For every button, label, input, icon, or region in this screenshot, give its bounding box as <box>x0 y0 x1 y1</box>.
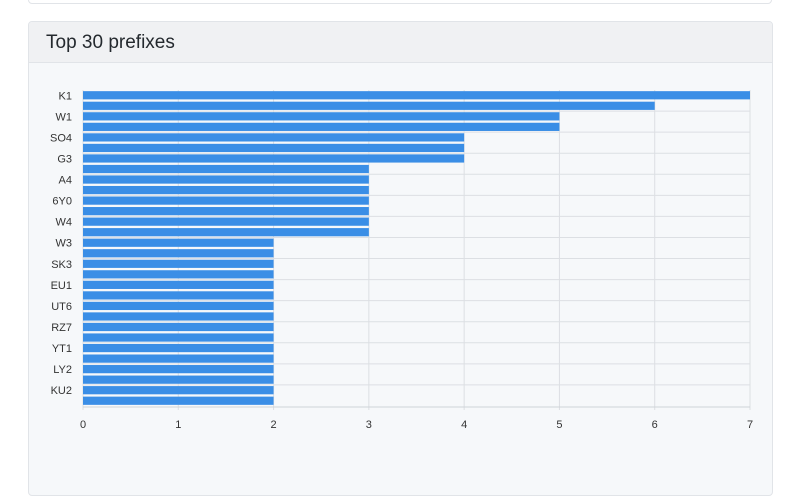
bar-20 <box>83 301 274 311</box>
bar-15 <box>83 249 274 258</box>
y-tick-label-18: EU1 <box>51 280 72 292</box>
bar-5 <box>83 143 465 153</box>
y-tick-label-16: SK3 <box>51 259 72 271</box>
bar-26 <box>83 365 274 374</box>
bar-13 <box>83 228 369 237</box>
bar-17 <box>83 270 274 279</box>
bar-6 <box>83 154 465 163</box>
y-tick-label-6: G3 <box>57 153 72 165</box>
bar-1 <box>83 101 655 110</box>
x-tick-label-3: 3 <box>366 419 372 431</box>
y-tick-label-20: UT6 <box>51 301 72 313</box>
x-tick-label-1: 1 <box>175 419 181 431</box>
bar-28 <box>83 386 274 395</box>
bar-7 <box>83 164 369 174</box>
bar-14 <box>83 238 274 247</box>
bar-16 <box>83 259 274 268</box>
bar-24 <box>83 343 274 353</box>
bar-0 <box>83 91 750 100</box>
y-tick-label-0: K1 <box>59 90 72 102</box>
bar-11 <box>83 207 369 216</box>
bar-23 <box>83 333 274 342</box>
y-tick-label-26: LY2 <box>53 364 72 376</box>
y-tick-label-8: A4 <box>59 175 72 187</box>
card-title: Top 30 prefixes <box>46 32 175 53</box>
bar-3 <box>83 122 560 131</box>
bar-25 <box>83 354 274 363</box>
bar-27 <box>83 375 274 384</box>
bar-22 <box>83 322 274 332</box>
y-tick-label-10: 6Y0 <box>52 196 72 208</box>
bar-2 <box>83 112 560 121</box>
x-tick-label-6: 6 <box>652 419 658 431</box>
x-tick-label-2: 2 <box>271 419 277 431</box>
y-tick-label-28: KU2 <box>51 385 72 397</box>
bar-21 <box>83 312 274 321</box>
y-tick-label-2: W1 <box>56 111 73 123</box>
y-tick-label-22: RZ7 <box>51 322 72 334</box>
y-tick-label-12: W4 <box>56 217 73 229</box>
bar-8 <box>83 175 369 184</box>
y-tick-label-4: SO4 <box>50 132 72 144</box>
bar-4 <box>83 133 465 142</box>
bar-29 <box>83 396 274 405</box>
y-tick-label-24: YT1 <box>52 343 72 355</box>
card-header: Top 30 prefixes <box>29 22 772 63</box>
bar-12 <box>83 217 369 226</box>
x-tick-label-4: 4 <box>461 419 467 431</box>
x-tick-label-0: 0 <box>80 419 86 431</box>
bar-18 <box>83 280 274 289</box>
bar-10 <box>83 196 369 205</box>
y-tick-label-14: W3 <box>56 238 73 250</box>
x-tick-label-7: 7 <box>747 419 753 431</box>
x-tick-label-5: 5 <box>556 419 562 431</box>
bar-9 <box>83 185 369 195</box>
bar-19 <box>83 291 274 300</box>
